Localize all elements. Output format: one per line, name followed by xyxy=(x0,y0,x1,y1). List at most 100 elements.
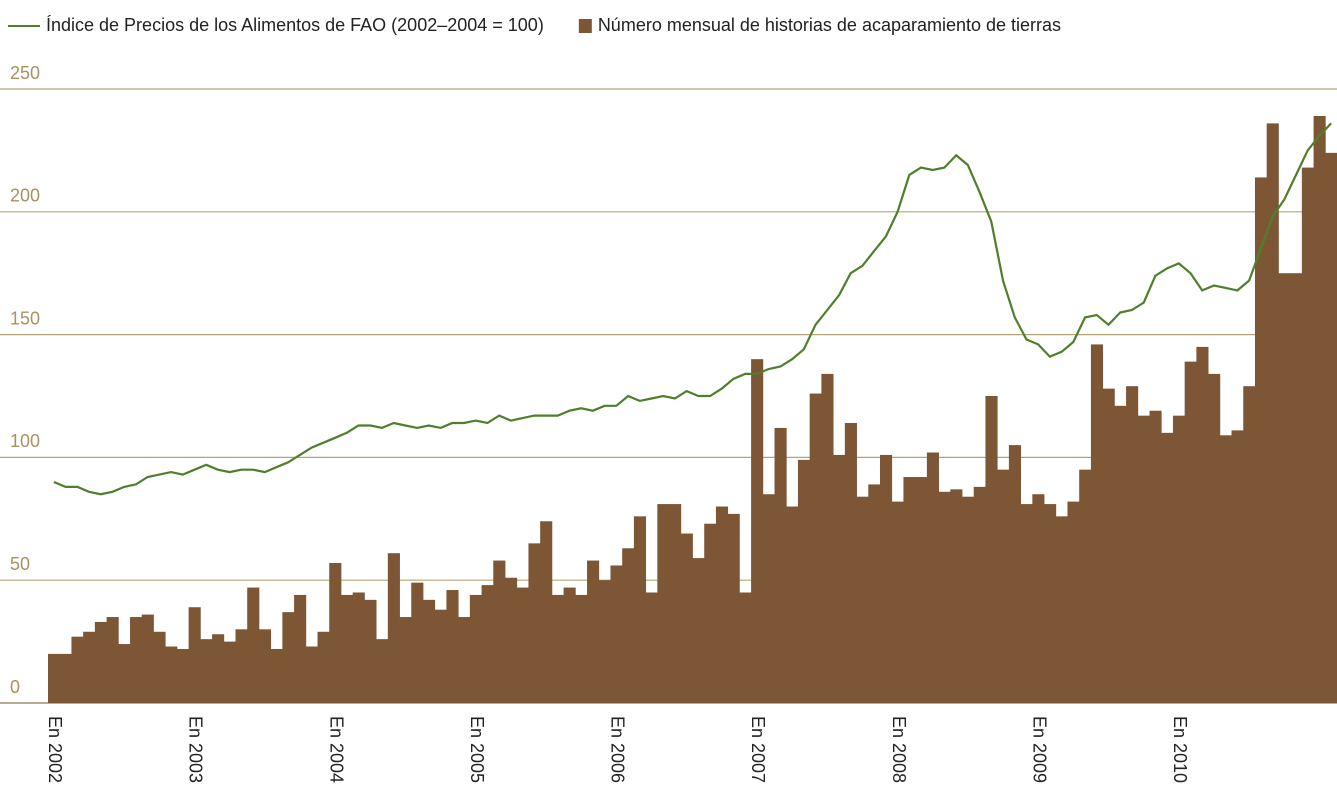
bar xyxy=(352,592,365,703)
bar xyxy=(715,506,729,703)
bar xyxy=(141,614,154,703)
bar xyxy=(680,533,693,703)
bar xyxy=(317,631,330,703)
bar xyxy=(610,565,623,703)
bar xyxy=(1325,152,1337,703)
bar xyxy=(786,506,799,703)
bar xyxy=(294,594,307,703)
bar xyxy=(434,609,447,703)
bar xyxy=(1044,504,1057,703)
bar xyxy=(540,521,553,703)
bar xyxy=(83,631,96,703)
x-tick-label: En 2006 xyxy=(608,716,628,783)
x-tick-label: En 2005 xyxy=(467,716,487,783)
bar xyxy=(891,501,904,703)
bar xyxy=(598,580,611,703)
legend-label: Índice de Precios de los Alimentos de FA… xyxy=(46,15,544,35)
bar xyxy=(950,489,963,703)
bar xyxy=(282,612,295,703)
bar xyxy=(962,496,975,703)
bar xyxy=(903,477,916,703)
legend-label: Número mensual de historias de acaparami… xyxy=(598,15,1061,35)
bar xyxy=(446,590,459,703)
bar xyxy=(633,516,647,703)
bar xyxy=(1102,388,1115,703)
x-tick-label: En 2009 xyxy=(1029,716,1049,783)
y-tick-label: 200 xyxy=(10,186,40,206)
bar xyxy=(188,607,201,703)
bar xyxy=(1219,435,1232,703)
bar xyxy=(258,629,272,703)
bar xyxy=(973,486,986,703)
bar xyxy=(704,523,717,703)
x-tick-label: En 2003 xyxy=(186,716,206,783)
bar xyxy=(692,558,705,703)
bar xyxy=(422,599,436,703)
bar xyxy=(153,631,166,703)
bar xyxy=(809,393,822,703)
bar xyxy=(551,594,564,703)
x-tick-label: En 2007 xyxy=(748,716,768,783)
bar xyxy=(774,427,787,703)
bar xyxy=(1114,405,1127,703)
bar xyxy=(985,396,998,703)
y-tick-label: 0 xyxy=(10,677,20,697)
line xyxy=(53,122,1332,496)
bar xyxy=(59,653,72,703)
bar xyxy=(1243,386,1256,703)
bar xyxy=(575,594,588,703)
y-tick-label: 150 xyxy=(10,308,40,328)
x-tick-label: En 2008 xyxy=(889,716,909,783)
bar xyxy=(106,617,119,703)
bar xyxy=(469,594,482,703)
bar xyxy=(622,548,635,703)
bar xyxy=(1055,516,1068,703)
bar xyxy=(376,639,389,703)
bar xyxy=(165,646,178,703)
bar xyxy=(71,636,84,703)
bar xyxy=(48,653,61,703)
x-tick-label: En 2002 xyxy=(45,716,65,783)
bar xyxy=(340,594,354,703)
bar xyxy=(1172,415,1186,703)
bar xyxy=(223,641,236,703)
bar xyxy=(1266,123,1279,703)
bar xyxy=(587,560,600,703)
bar xyxy=(411,582,424,703)
bar xyxy=(1254,177,1268,703)
bar xyxy=(200,639,213,703)
bar xyxy=(1290,273,1303,703)
bar xyxy=(762,494,775,703)
bar xyxy=(481,585,494,703)
bar xyxy=(844,423,857,703)
bar xyxy=(399,617,412,703)
bar xyxy=(305,646,318,703)
bar xyxy=(1126,386,1139,703)
bar xyxy=(645,592,658,703)
bar xyxy=(938,491,951,703)
bar xyxy=(130,617,143,703)
bar xyxy=(1149,410,1162,703)
bar xyxy=(1208,373,1221,703)
bar xyxy=(997,469,1010,703)
bar xyxy=(1231,430,1244,703)
bar xyxy=(879,454,893,703)
bar xyxy=(270,648,283,703)
bar xyxy=(247,587,260,703)
bar xyxy=(797,459,811,703)
bar xyxy=(212,634,225,703)
bar xyxy=(926,452,939,703)
x-tick-label: En 2004 xyxy=(326,716,346,783)
bar xyxy=(1161,432,1174,703)
bar xyxy=(915,477,928,703)
bar xyxy=(94,621,107,703)
bar xyxy=(1301,167,1314,704)
bar xyxy=(1137,415,1150,703)
bar xyxy=(833,454,846,703)
bar xyxy=(739,592,752,703)
bar xyxy=(1020,504,1033,703)
bar xyxy=(493,560,506,703)
bar xyxy=(528,543,541,703)
bar xyxy=(1008,445,1022,703)
bar xyxy=(387,553,400,703)
